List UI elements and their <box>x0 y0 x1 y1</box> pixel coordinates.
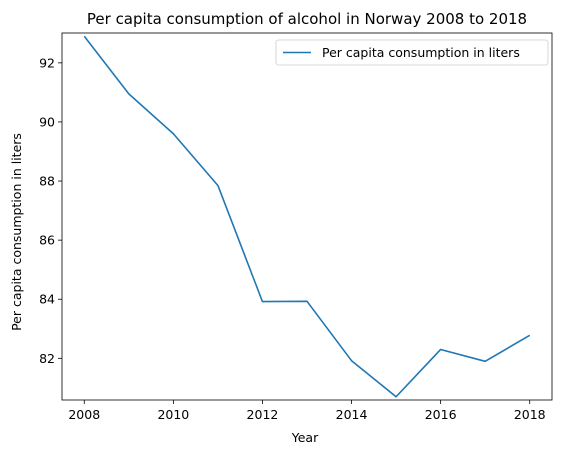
plot-area <box>83 35 531 398</box>
x-tick-label: 2008 <box>68 407 100 422</box>
y-tick-label: 92 <box>39 55 55 70</box>
y-axis-label: Per capita consumption in liters <box>9 133 24 331</box>
x-tick-label: 2014 <box>336 407 368 422</box>
axes-frame <box>61 32 553 401</box>
x-tick-label: 2012 <box>247 407 279 422</box>
series-line-0 <box>83 35 531 398</box>
y-tick-label: 84 <box>39 292 55 307</box>
x-tick-label: 2016 <box>425 407 457 422</box>
y-tick-label: 86 <box>39 233 55 248</box>
x-tick-label: 2010 <box>157 407 189 422</box>
x-tick-label: 2018 <box>514 407 546 422</box>
axes: 2008 2010 2012 2014 2016 2018 82 84 86 88 90 92 <box>39 32 553 422</box>
legend: Per capita consumption in liters <box>275 39 549 66</box>
y-tick-label: 82 <box>39 351 55 366</box>
legend-entry-0: Per capita consumption in liters <box>322 45 520 60</box>
legend-box <box>275 39 549 66</box>
x-axis-label: Year <box>291 430 319 445</box>
y-tick-label: 90 <box>39 114 55 129</box>
chart-title: Per capita consumption of alcohol in Nor… <box>87 10 527 28</box>
y-tick-label: 88 <box>39 174 55 189</box>
